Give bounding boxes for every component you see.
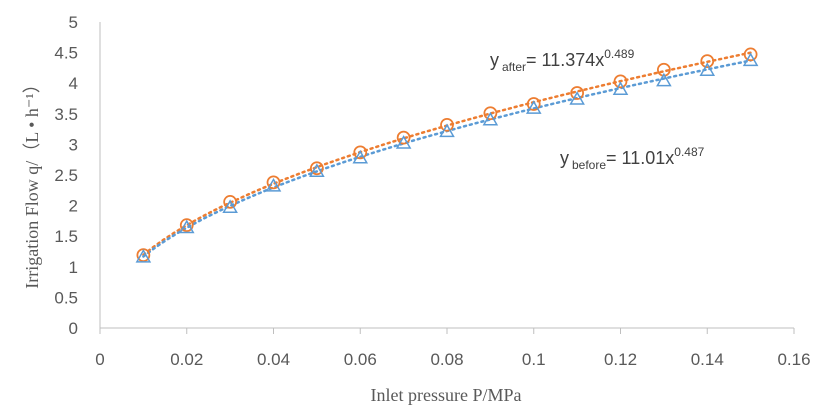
y-tick-label: 1 [69, 258, 78, 277]
y-tick-label: 4.5 [54, 44, 78, 63]
point-circle [526, 97, 541, 111]
point-triangle [525, 100, 542, 114]
point-circle [570, 86, 584, 100]
y-tick-label: 3 [69, 135, 78, 154]
equation-before: y before= 11.01x0.487 [560, 145, 705, 172]
point-circle [483, 106, 498, 121]
point-triangle [569, 91, 585, 105]
y-tick-label: 3.5 [54, 105, 78, 124]
point-circle [266, 175, 281, 190]
y-tick-label: 5 [69, 13, 78, 32]
point-circle [353, 145, 368, 160]
y-tick-label: 2.5 [54, 166, 78, 185]
point-circle [700, 54, 715, 69]
y-tick-label: 1.5 [54, 227, 78, 246]
y-tick-label: 0.5 [54, 288, 78, 307]
x-tick-label: 0.04 [257, 350, 290, 369]
y-tick-label: 0 [69, 319, 78, 338]
point-triangle [699, 62, 716, 76]
markers [135, 47, 759, 263]
x-axis-title: Inlet pressure P/MPa [371, 385, 522, 405]
point-triangle [178, 219, 195, 234]
point-triangle [656, 72, 672, 87]
y-tick-label: 2 [69, 197, 78, 216]
x-tick-label: 0.12 [604, 350, 637, 369]
x-tick-label: 0.08 [430, 350, 463, 369]
point-triangle [482, 111, 499, 126]
point-circle [743, 47, 758, 62]
point-circle [223, 195, 237, 209]
y-tick-label: 4 [69, 74, 78, 93]
point-triangle [612, 81, 629, 95]
x-tick-label: 0.16 [777, 350, 810, 369]
point-triangle [352, 149, 369, 164]
point-triangle [309, 163, 325, 177]
point-triangle [265, 178, 282, 192]
point-triangle [742, 52, 759, 67]
point-circle [310, 161, 324, 176]
equation-after: y after= 11.374x0.489 [490, 47, 635, 74]
x-tick-label: 0.14 [691, 350, 724, 369]
axes: 0 0.02 0.04 0.06 0.08 0.1 0.12 0.14 0.16 0 0.5 1 1.5… [54, 13, 810, 369]
x-tick-label: 0 [95, 350, 104, 369]
x-tick-label: 0.06 [344, 350, 377, 369]
point-circle [179, 218, 194, 233]
y-axis-title: Irrigation Flow q/（L • h⁻¹） [22, 75, 42, 289]
point-circle [396, 130, 411, 145]
point-triangle [395, 135, 412, 149]
point-circle [613, 74, 628, 89]
x-tick-label: 0.02 [170, 350, 203, 369]
point-triangle [439, 123, 455, 138]
point-triangle [135, 248, 152, 263]
x-tick-label: 0.1 [522, 350, 546, 369]
point-triangle [222, 199, 238, 214]
point-circle [440, 117, 454, 132]
